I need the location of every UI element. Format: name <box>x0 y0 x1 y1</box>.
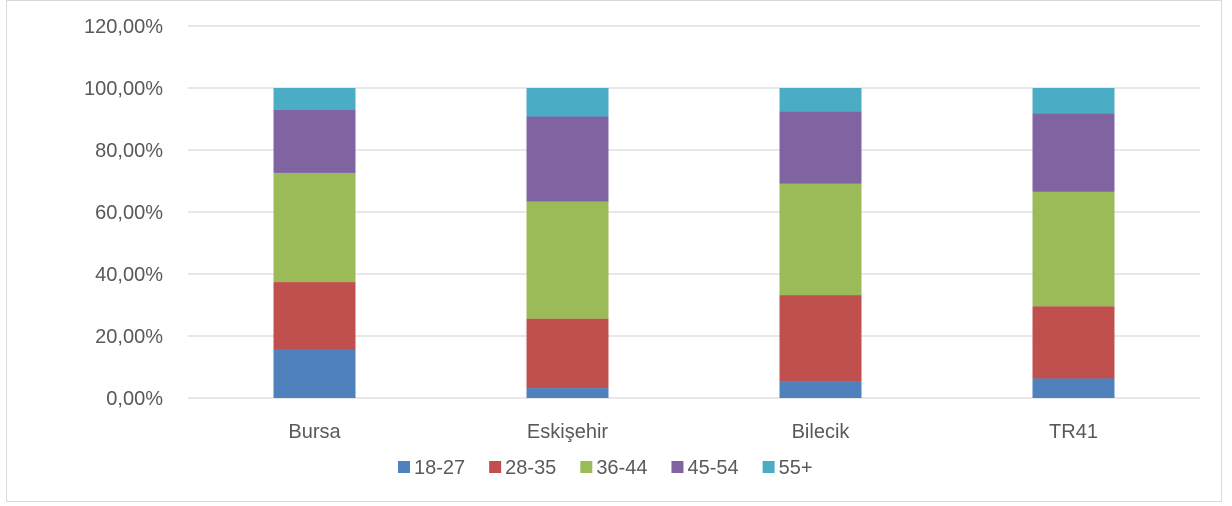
bar-segment <box>779 295 862 382</box>
y-tick-label: 120,00% <box>84 16 163 38</box>
bar-segment <box>1032 113 1115 192</box>
bar-segment <box>273 172 356 283</box>
bar-segment <box>526 88 609 117</box>
legend-label: 18-27 <box>414 457 465 479</box>
bar-segment <box>273 88 356 111</box>
legend-label: 36-44 <box>596 457 647 479</box>
y-tick-label: 100,00% <box>84 78 163 100</box>
bar-segment <box>1032 191 1115 307</box>
bar-segment <box>779 183 862 296</box>
bars <box>273 88 1115 398</box>
x-category-label: Bilecik <box>792 421 851 443</box>
y-tick-label: 20,00% <box>95 326 163 348</box>
legend-label: 28-35 <box>505 457 556 479</box>
bar-segment <box>1032 88 1115 114</box>
y-tick-label: 60,00% <box>95 202 163 224</box>
bar-segment <box>1032 378 1115 398</box>
legend: 18-27 28-35 36-44 45-54 55+ <box>398 457 813 479</box>
y-tick-label: 0,00% <box>106 388 163 410</box>
bar-segment <box>526 201 609 319</box>
chart-frame <box>6 0 1222 502</box>
bar-segment <box>779 111 862 184</box>
legend-swatch <box>580 461 593 473</box>
y-tick-label: 40,00% <box>95 264 163 286</box>
bar-segment <box>273 282 356 350</box>
gridlines <box>188 25 1200 399</box>
legend-label: 55+ <box>779 457 813 479</box>
bar-segment <box>526 318 609 389</box>
legend-swatch <box>398 461 410 473</box>
y-tick-label: 80,00% <box>95 140 163 162</box>
x-category-label: Bursa <box>288 421 341 443</box>
bar-segment <box>779 381 862 398</box>
x-axis-categories: Bursa Eskişehir Bilecik TR41 <box>288 421 1098 443</box>
bar-segment <box>1032 306 1115 379</box>
bar-segment <box>273 110 356 173</box>
bar-segment <box>779 88 862 112</box>
legend-swatch <box>671 461 684 473</box>
legend-label: 45-54 <box>687 457 738 479</box>
x-category-label: TR41 <box>1049 421 1098 443</box>
bar-segment <box>273 349 356 398</box>
legend-swatch <box>489 461 502 473</box>
y-axis-ticks: 0,00% 20,00% 40,00% 60,00% 80,00% 100,00% 120,… <box>84 16 163 410</box>
bar-segment <box>526 388 609 398</box>
x-category-label: Eskişehir <box>527 421 608 443</box>
bar-segment <box>526 116 609 202</box>
legend-swatch <box>762 461 775 473</box>
